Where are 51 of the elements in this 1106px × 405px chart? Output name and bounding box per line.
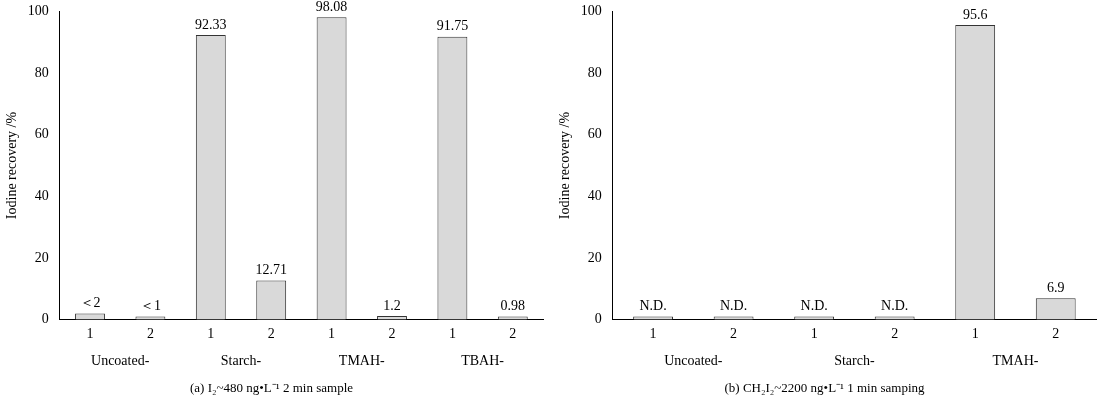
text: TMAH- xyxy=(992,353,1039,369)
text: TMAH- xyxy=(338,353,386,369)
data-label: N.D. xyxy=(881,298,909,314)
text: (a) I₂~480 ng•L⁻¹ 2 min sample xyxy=(189,379,354,395)
y-axis-title: Iodine recovery /% xyxy=(557,111,573,220)
x-tick-label: 1 xyxy=(810,325,818,341)
x-tick-label: 1 xyxy=(448,325,456,341)
text: Uncoated- xyxy=(664,353,723,369)
data-label: 95.6 xyxy=(962,6,988,22)
y-tick-label: 60 xyxy=(587,126,602,142)
x-tick-label: 1 xyxy=(649,325,657,341)
y-tick-label: 0 xyxy=(41,311,49,327)
data-label: N.D. xyxy=(639,298,667,314)
x-tick-label: 1 xyxy=(328,325,336,341)
x-tick-label: 1 xyxy=(86,325,94,341)
data-label: 0.98 xyxy=(500,298,526,314)
x-tick-label: 1 xyxy=(971,325,979,341)
data-label: 92.33 xyxy=(195,16,227,32)
x-tick-label: 2 xyxy=(730,325,738,341)
x-tick-label: 2 xyxy=(388,325,396,341)
data-label: 91.75 xyxy=(436,18,469,34)
y-tick-label: 0 xyxy=(594,311,602,327)
y-tick-label: 100 xyxy=(580,3,602,19)
text: TBAH- xyxy=(461,353,505,369)
x-tick-label: 2 xyxy=(509,325,517,341)
text: Starch- xyxy=(220,353,262,369)
y-axis-title: Iodine recovery /% xyxy=(4,111,20,220)
x-tick-label: 2 xyxy=(267,325,275,341)
y-tick-label: 60 xyxy=(34,126,49,142)
y-tick-label: 80 xyxy=(34,64,49,80)
text: Uncoated- xyxy=(91,353,150,369)
y-tick-label: 40 xyxy=(34,187,49,203)
y-tick-label: 100 xyxy=(27,3,49,19)
text: Starch- xyxy=(834,353,875,369)
y-tick-label: 40 xyxy=(587,187,602,203)
data-label: ＜2 xyxy=(79,295,101,311)
data-label: 6.9 xyxy=(1046,280,1065,296)
data-label: 1.2 xyxy=(383,297,401,313)
x-tick-label: 2 xyxy=(891,325,899,341)
y-tick-label: 80 xyxy=(587,64,602,80)
text: (b) CH₂I₂~2200 ng•L⁻¹ 1 min samping xyxy=(724,379,926,395)
data-label: N.D. xyxy=(719,298,748,314)
data-label: 98.08 xyxy=(315,0,348,14)
data-label: ＜1 xyxy=(139,298,161,314)
data-label: 12.71 xyxy=(255,262,287,278)
data-label: N.D. xyxy=(800,298,828,314)
x-tick-label: 1 xyxy=(207,325,215,341)
x-tick-label: 2 xyxy=(146,325,154,341)
x-tick-label: 2 xyxy=(1052,325,1060,341)
y-tick-label: 20 xyxy=(34,249,49,265)
y-tick-label: 20 xyxy=(587,249,602,265)
